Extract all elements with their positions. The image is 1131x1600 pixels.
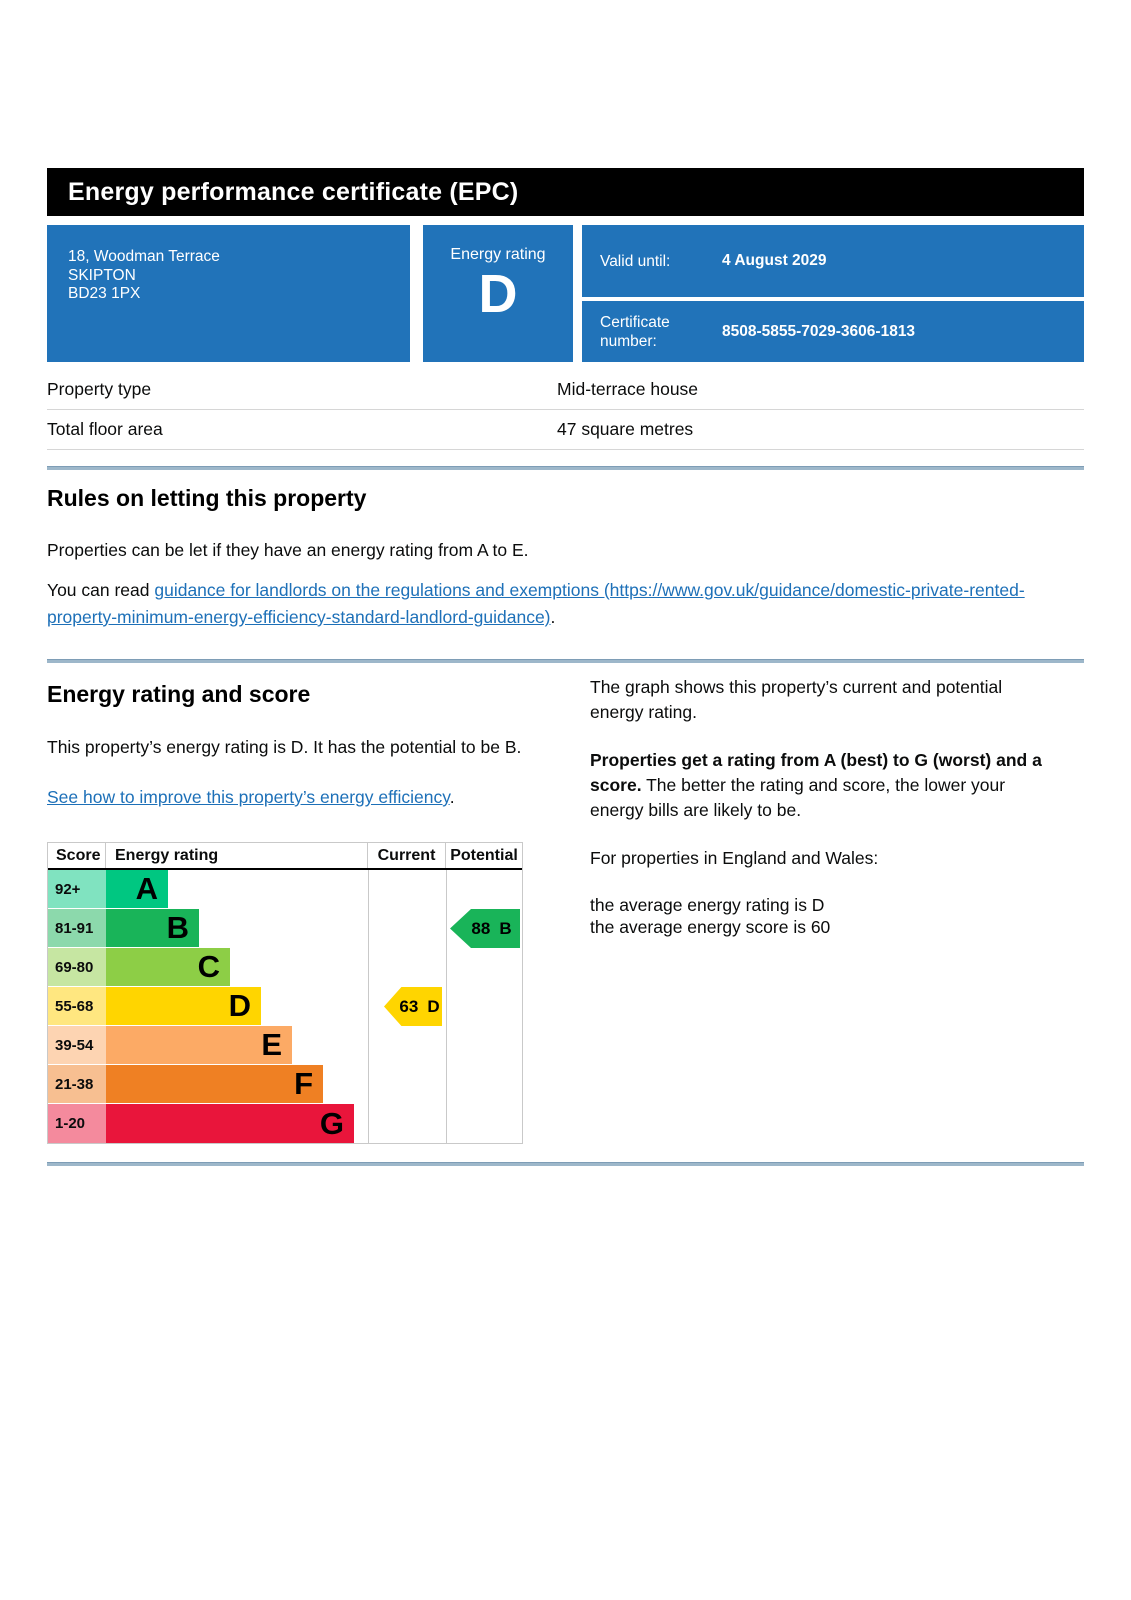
current-score-value: 63	[399, 996, 419, 1016]
band-bar-g: G	[106, 1104, 354, 1143]
table-row: Property type Mid-terrace house	[47, 370, 1084, 410]
rating-section: Energy rating and score This property’s …	[47, 667, 1084, 1144]
potential-band-letter: B	[499, 918, 512, 938]
certificate-number-label: Certificate number:	[600, 313, 670, 350]
rating-explanation-bold: Properties get a rating from A (best) to…	[590, 750, 1042, 795]
energy-rating-box: Energy rating D	[423, 225, 573, 362]
epc-band-row: 1-20 G	[48, 1104, 522, 1143]
property-type-value: Mid-terrace house	[557, 379, 699, 399]
valid-until-label: Valid until:	[600, 252, 671, 270]
column-divider-line	[446, 870, 447, 1143]
average-score-line: the average energy score is 60	[590, 917, 831, 937]
document-title: Energy performance certificate (EPC)	[68, 177, 519, 206]
rating-right-column: The graph shows this property’s current …	[590, 667, 1060, 1144]
certificate-summary-panel: 18, Woodman Terrace SKIPTON BD23 1PX Ene…	[47, 225, 1084, 362]
address-line-1: 18, Woodman Terrace	[68, 248, 220, 265]
epc-band-row: 55-68 D	[48, 987, 522, 1026]
improve-suffix: .	[449, 787, 455, 807]
graph-description: The graph shows this property’s current …	[590, 677, 1003, 722]
potential-column-header: Potential	[450, 846, 518, 864]
floor-area-label: Total floor area	[47, 419, 163, 439]
band-score-range: 39-54	[48, 1026, 106, 1064]
band-score-range: 21-38	[48, 1065, 106, 1103]
section-divider	[47, 1162, 1084, 1166]
energy-rating-value: D	[478, 264, 518, 324]
rules-paragraph-link: You can read guidance for landlords on t…	[47, 577, 1084, 631]
rating-heading: Energy rating and score	[47, 681, 311, 707]
panel-gap	[410, 225, 423, 362]
panel-gap	[573, 225, 582, 362]
band-bar-f: F	[106, 1065, 323, 1103]
rules-link-prefix: You can read	[47, 580, 155, 600]
certificate-number-row: Certificate number: 8508-5855-7029-3606-…	[582, 301, 1084, 362]
section-divider	[47, 466, 1084, 470]
certificate-meta: Valid until: 4 August 2029 Certificate n…	[582, 225, 1084, 362]
current-band-letter: D	[427, 996, 440, 1016]
epc-chart-header: Score Energy rating Current Potential	[48, 843, 522, 870]
rules-link-suffix: .	[550, 607, 556, 627]
epc-chart-body: 92+ A 81-91 B 69-80 C 55-68 D 39-54 E 21-38 F 1-20 G …	[48, 870, 522, 1143]
current-column-header: Current	[368, 843, 446, 868]
document-content: Energy performance certificate (EPC) 18,…	[47, 168, 1084, 1166]
band-score-range: 92+	[48, 870, 106, 908]
column-divider-line	[368, 870, 369, 1143]
property-details-table: Property type Mid-terrace house Total fl…	[47, 370, 1084, 450]
rules-paragraph: Properties can be let if they have an en…	[47, 540, 529, 560]
energy-rating-label: Energy rating	[450, 246, 546, 263]
rating-explanation: Properties get a rating from A (best) to…	[590, 748, 1060, 823]
section-divider	[47, 659, 1084, 663]
energy-rating-column-header: Energy rating	[106, 843, 368, 868]
rating-left-column: Energy rating and score This property’s …	[47, 667, 530, 1144]
landlord-guidance-link[interactable]: guidance for landlords on the regulation…	[47, 580, 1025, 627]
potential-score-value: 88	[471, 918, 491, 938]
address-line-2: SKIPTON	[68, 266, 136, 284]
document-title-bar: Energy performance certificate (EPC)	[47, 168, 1084, 216]
band-bar-d: D	[106, 987, 261, 1025]
epc-chart-rows: 92+ A 81-91 B 69-80 C 55-68 D 39-54 E 21-38 F 1-20 G	[48, 870, 522, 1143]
score-column-header: Score	[48, 843, 106, 868]
average-figures: the average energy rating is D the avera…	[590, 894, 1060, 938]
floor-area-value: 47 square metres	[557, 419, 694, 439]
table-row: Total floor area 47 square metres	[47, 410, 1084, 450]
band-bar-a: A	[106, 870, 168, 908]
improve-paragraph: See how to improve this property’s energ…	[47, 787, 530, 808]
band-bar-b: B	[106, 909, 199, 947]
average-rating-line: the average energy rating is D	[590, 895, 825, 915]
address-line-3: BD23 1PX	[68, 285, 141, 302]
epc-band-row: 69-80 C	[48, 948, 522, 987]
epc-band-row: 92+ A	[48, 870, 522, 909]
rating-intro: This property’s energy rating is D. It h…	[47, 737, 522, 757]
rules-heading: Rules on letting this property	[47, 485, 367, 511]
epc-band-row: 81-91 B	[48, 909, 522, 948]
certificate-number-value: 8508-5855-7029-3606-1813	[722, 322, 916, 340]
epc-rating-chart: Score Energy rating Current Potential 92…	[47, 842, 523, 1144]
band-bar-e: E	[106, 1026, 292, 1064]
rating-explanation-rest: The better the rating and score, the low…	[590, 775, 1006, 820]
panel-gap	[582, 297, 1084, 301]
epc-band-row: 21-38 F	[48, 1065, 522, 1104]
england-wales-intro: For properties in England and Wales:	[590, 848, 879, 868]
epc-band-row: 39-54 E	[48, 1026, 522, 1065]
band-score-range: 55-68	[48, 987, 106, 1025]
property-type-label: Property type	[47, 379, 152, 399]
band-score-range: 81-91	[48, 909, 106, 947]
property-address: 18, Woodman Terrace SKIPTON BD23 1PX	[47, 225, 410, 362]
band-score-range: 1-20	[48, 1104, 106, 1143]
valid-until-row: Valid until: 4 August 2029	[582, 225, 1084, 297]
improve-efficiency-link[interactable]: See how to improve this property’s energ…	[47, 787, 450, 807]
band-score-range: 69-80	[48, 948, 106, 986]
valid-until-value: 4 August 2029	[722, 252, 827, 269]
band-bar-c: C	[106, 948, 230, 986]
